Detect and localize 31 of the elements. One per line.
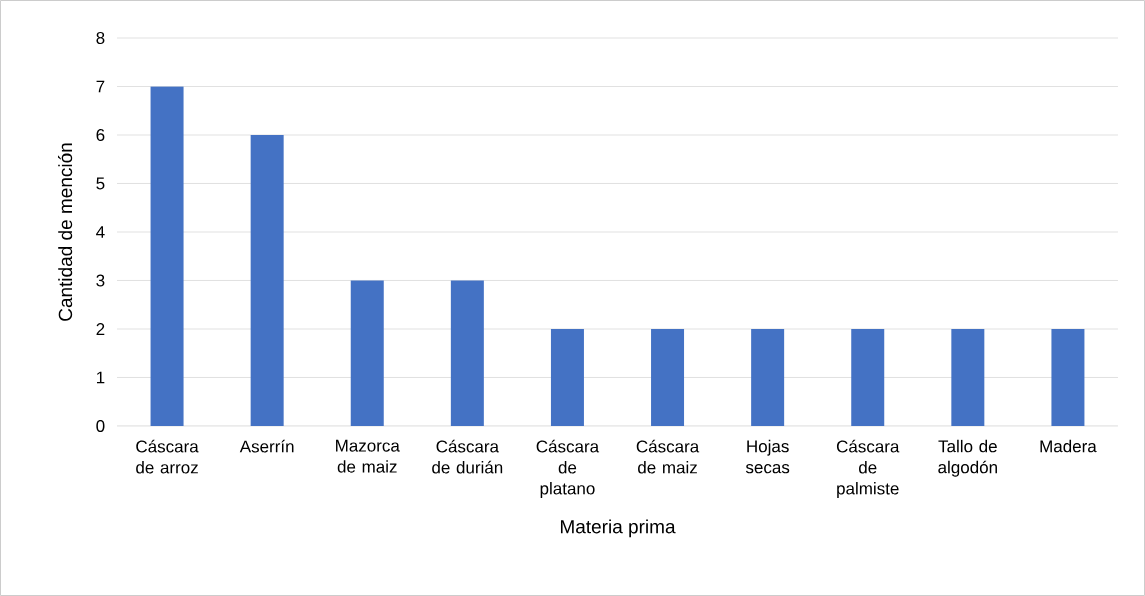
y-tick-label: 4 [96,226,105,238]
y-tick-label: 6 [96,128,105,142]
x-tick-label: Mazorca de maiz [336,439,400,473]
x-tick-label: Hojas secas [745,439,790,474]
y-tick-label: 7 [96,80,105,93]
y-tick-label: 5 [96,177,105,190]
y-tick-label: 3 [96,274,105,287]
x-tick-label: Cáscara de maiz [636,439,700,474]
y-tick-label: 0 [96,419,105,433]
bar [851,328,885,426]
bar [951,328,985,426]
x-tick-label: Cáscara de durián [432,439,503,474]
bar [550,328,584,426]
x-tick-label: Cáscara de platano [536,439,600,498]
y-tick-label: 8 [96,31,105,45]
x-tick-label: Cáscara de palmiste [836,439,900,498]
bar [150,86,184,426]
x-tick-label: Cáscara de arroz [136,439,199,474]
x-tick-label: Aserrín [239,439,294,453]
y-tick-label: 2 [96,323,105,335]
bar [1051,328,1085,426]
bar [651,328,685,426]
x-axis-title: Materia prima [560,519,676,538]
bar [450,280,484,426]
bar [751,328,785,426]
y-tick-label: 1 [96,371,105,384]
y-axis-title: Cantidad de mención [57,143,73,321]
bar [350,280,384,426]
x-tick-label: Tallo de algodón [938,439,997,477]
x-tick-label: Madera [1040,439,1097,453]
bar [250,135,284,426]
